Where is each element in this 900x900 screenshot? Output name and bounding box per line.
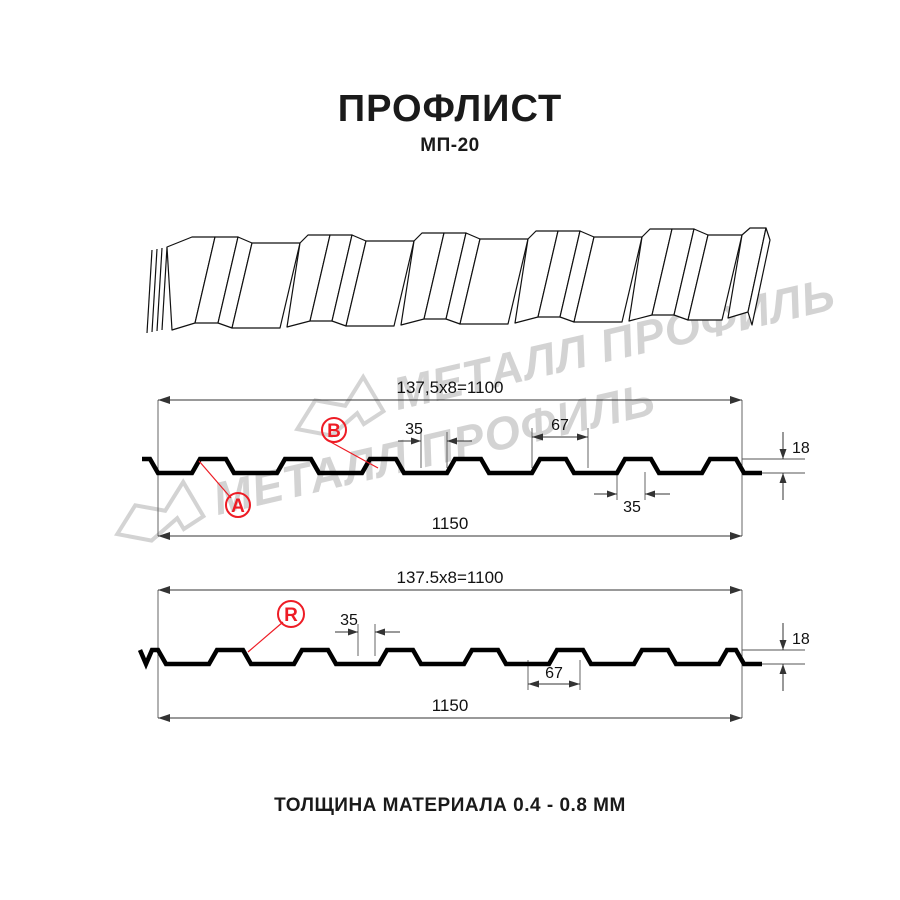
marker-r-label: R: [284, 605, 298, 626]
dimension-valley: 67: [532, 417, 588, 441]
dim-overall-pitch-label: 137.5x8=1100: [397, 568, 504, 587]
iso-valley: [459, 238, 529, 325]
iso-valley: [573, 236, 643, 323]
dimension-rib-top: 35: [335, 612, 400, 636]
dimension-rib-top-left: 35: [398, 421, 472, 445]
iso-rib: [514, 230, 595, 324]
profile-outline: [142, 456, 762, 476]
dimension-valley: 67: [528, 665, 580, 688]
dim-valley-label: 67: [545, 665, 563, 682]
marker-a-label: A: [231, 496, 245, 517]
metall-profil-logo: [293, 373, 387, 438]
iso-valley: [687, 234, 743, 321]
extension-lines: [157, 590, 805, 718]
iso-valley: [345, 240, 415, 327]
dim-rib-top-label: 35: [340, 612, 358, 629]
dim-valley-label: 67: [551, 417, 569, 434]
iso-rib: [400, 232, 481, 326]
dimension-height: 18: [779, 432, 810, 500]
dimension-height: 18: [779, 623, 810, 691]
dim-rib-top-left-label: 35: [405, 421, 423, 438]
dim-rib-top-right-label: 35: [623, 499, 641, 516]
dim-height-label: 18: [792, 631, 810, 648]
dimension-total-width: 1150: [158, 696, 742, 722]
dim-total-width-label: 1150: [432, 696, 469, 715]
dimension-overall-pitch: 137.5x8=1100: [158, 568, 742, 594]
dim-height-label: 18: [792, 440, 810, 457]
iso-rib: [166, 236, 253, 331]
marker-b: B: [321, 417, 379, 469]
profile-outline: [137, 647, 762, 670]
iso-valley: [231, 242, 301, 329]
marker-b-label: B: [327, 421, 341, 442]
thickness-note: ТОЛЩИНА МАТЕРИАЛА 0.4 - 0.8 ММ: [274, 795, 626, 816]
marker-a: A: [198, 460, 251, 518]
marker-r: R: [247, 600, 305, 653]
model-label: МП-20: [420, 135, 480, 156]
dimension-rib-top-right: 35: [594, 490, 670, 516]
sheet-thickness-edge: [146, 246, 168, 334]
dim-overall-pitch-label: 137,5x8=1100: [397, 378, 504, 397]
dim-total-width-label: 1150: [432, 514, 469, 533]
iso-rib: [286, 234, 367, 328]
page-title: ПРОФЛИСТ: [337, 88, 563, 130]
dimension-total-width: 1150: [158, 514, 742, 540]
dimension-overall-pitch: 137,5x8=1100: [158, 378, 742, 404]
metall-profil-logo: [113, 478, 207, 543]
iso-rib: [727, 227, 771, 326]
